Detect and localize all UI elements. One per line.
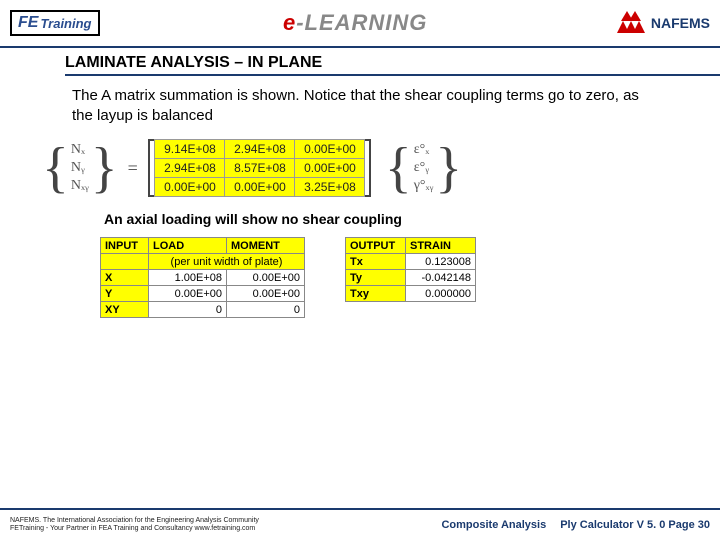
input-cell: 0.00E+00 [227, 286, 305, 302]
left-brace-close: } [91, 140, 118, 196]
vec-nx: Nₓ [71, 141, 89, 159]
force-vector: Nₓ Nᵧ Nₓᵧ [69, 141, 91, 195]
input-cell: 1.00E+08 [149, 270, 227, 286]
input-head-1: LOAD [149, 238, 227, 254]
output-cell: 0.123008 [406, 254, 476, 270]
table-row: X 1.00E+08 0.00E+00 [101, 270, 305, 286]
input-table: INPUT LOAD MOMENT (per unit width of pla… [100, 237, 305, 318]
footer-line2: FETraining - Your Partner in FEA Trainin… [10, 525, 259, 533]
matrix-row: 2.94E+08 8.57E+08 0.00E+00 [154, 159, 364, 178]
title-underline [65, 74, 720, 76]
logo-fe-text: Training [40, 16, 91, 31]
equals-sign: = [128, 158, 138, 179]
matrix-cell: 0.00E+00 [224, 178, 294, 197]
vec-nxy: Nₓᵧ [71, 177, 89, 195]
footer-right1: Composite Analysis [441, 519, 546, 531]
row-label: Txy [346, 286, 406, 302]
matrix-cell: 9.14E+08 [154, 140, 224, 159]
paragraph-1: The A matrix summation is shown. Notice … [72, 86, 650, 125]
header-bar: FE Training e-LEARNING NAFEMS [0, 0, 720, 46]
logo-nafems: NAFEMS [611, 11, 710, 35]
logo-naf-text: NAFEMS [651, 15, 710, 31]
table-row: INPUT LOAD MOMENT [101, 238, 305, 254]
input-head-0: INPUT [101, 238, 149, 254]
a-matrix-table: 9.14E+08 2.94E+08 0.00E+00 2.94E+08 8.57… [154, 139, 365, 197]
vec-ny: Nᵧ [71, 159, 89, 177]
strain-vector: ε°ₓ ε°ᵧ γ°ₓᵧ [412, 141, 436, 195]
output-table: OUTPUT STRAIN Tx 0.123008 Ty -0.042148 T… [345, 237, 476, 302]
input-cell: 0 [149, 302, 227, 318]
matrix-cell: 0.00E+00 [294, 159, 364, 178]
logo-fe-prefix: FE [18, 14, 38, 32]
input-cell: 0.00E+00 [227, 270, 305, 286]
output-head-0: OUTPUT [346, 238, 406, 254]
matrix-cell: 3.25E+08 [294, 178, 364, 197]
table-row: XY 0 0 [101, 302, 305, 318]
vec-ex: ε°ₓ [414, 141, 434, 159]
a-matrix: 9.14E+08 2.94E+08 0.00E+00 2.94E+08 8.57… [148, 139, 371, 197]
output-cell: 0.000000 [406, 286, 476, 302]
table-row: OUTPUT STRAIN [346, 238, 476, 254]
io-tables-row: INPUT LOAD MOMENT (per unit width of pla… [100, 237, 720, 318]
right-brace-close: } [435, 140, 462, 196]
matrix-equation: { Nₓ Nᵧ Nₓᵧ } = 9.14E+08 2.94E+08 0.00E+… [42, 139, 720, 197]
matrix-cell: 8.57E+08 [224, 159, 294, 178]
input-blank [101, 254, 149, 270]
table-row: Tx 0.123008 [346, 254, 476, 270]
table-row: Ty -0.042148 [346, 270, 476, 286]
nafems-triangles-icon [611, 11, 647, 35]
right-brace-open: { [385, 140, 412, 196]
matrix-cell: 0.00E+00 [154, 178, 224, 197]
table-row: Y 0.00E+00 0.00E+00 [101, 286, 305, 302]
row-label: Ty [346, 270, 406, 286]
input-head-2: MOMENT [227, 238, 305, 254]
footer-bar: NAFEMS. The International Association fo… [0, 508, 720, 540]
row-label: Y [101, 286, 149, 302]
logo-fetraining: FE Training [10, 10, 100, 36]
output-head-1: STRAIN [406, 238, 476, 254]
footer-line1: NAFEMS. The International Association fo… [10, 517, 259, 525]
vec-ey: ε°ᵧ [414, 159, 434, 177]
matrix-row: 0.00E+00 0.00E+00 3.25E+08 [154, 178, 364, 197]
output-cell: -0.042148 [406, 270, 476, 286]
row-label: XY [101, 302, 149, 318]
matrix-cell: 2.94E+08 [224, 140, 294, 159]
logo-el-e: e [283, 10, 296, 35]
logo-el-text: LEARNING [305, 10, 428, 35]
footer-right: Composite Analysis Ply Calculator V 5. 0… [441, 519, 710, 531]
matrix-cell: 2.94E+08 [154, 159, 224, 178]
logo-el-dash: - [296, 10, 304, 35]
matrix-row: 9.14E+08 2.94E+08 0.00E+00 [154, 140, 364, 159]
row-label: Tx [346, 254, 406, 270]
input-cell: 0 [227, 302, 305, 318]
caption-1: An axial loading will show no shear coup… [104, 211, 720, 227]
logo-elearning: e-LEARNING [283, 10, 427, 36]
table-row: Txy 0.000000 [346, 286, 476, 302]
vec-gxy: γ°ₓᵧ [414, 177, 434, 195]
slide-content: LAMINATE ANALYSIS – IN PLANE The A matri… [0, 54, 720, 318]
matrix-bracket-right [365, 139, 371, 197]
row-label: X [101, 270, 149, 286]
matrix-cell: 0.00E+00 [294, 140, 364, 159]
input-cell: 0.00E+00 [149, 286, 227, 302]
footer-right2: Ply Calculator V 5. 0 Page 30 [560, 519, 710, 531]
table-row: (per unit width of plate) [101, 254, 305, 270]
slide-title: LAMINATE ANALYSIS – IN PLANE [65, 54, 720, 72]
header-divider [0, 46, 720, 48]
input-subhead: (per unit width of plate) [149, 254, 305, 270]
left-brace-open: { [42, 140, 69, 196]
footer-left: NAFEMS. The International Association fo… [10, 517, 259, 534]
